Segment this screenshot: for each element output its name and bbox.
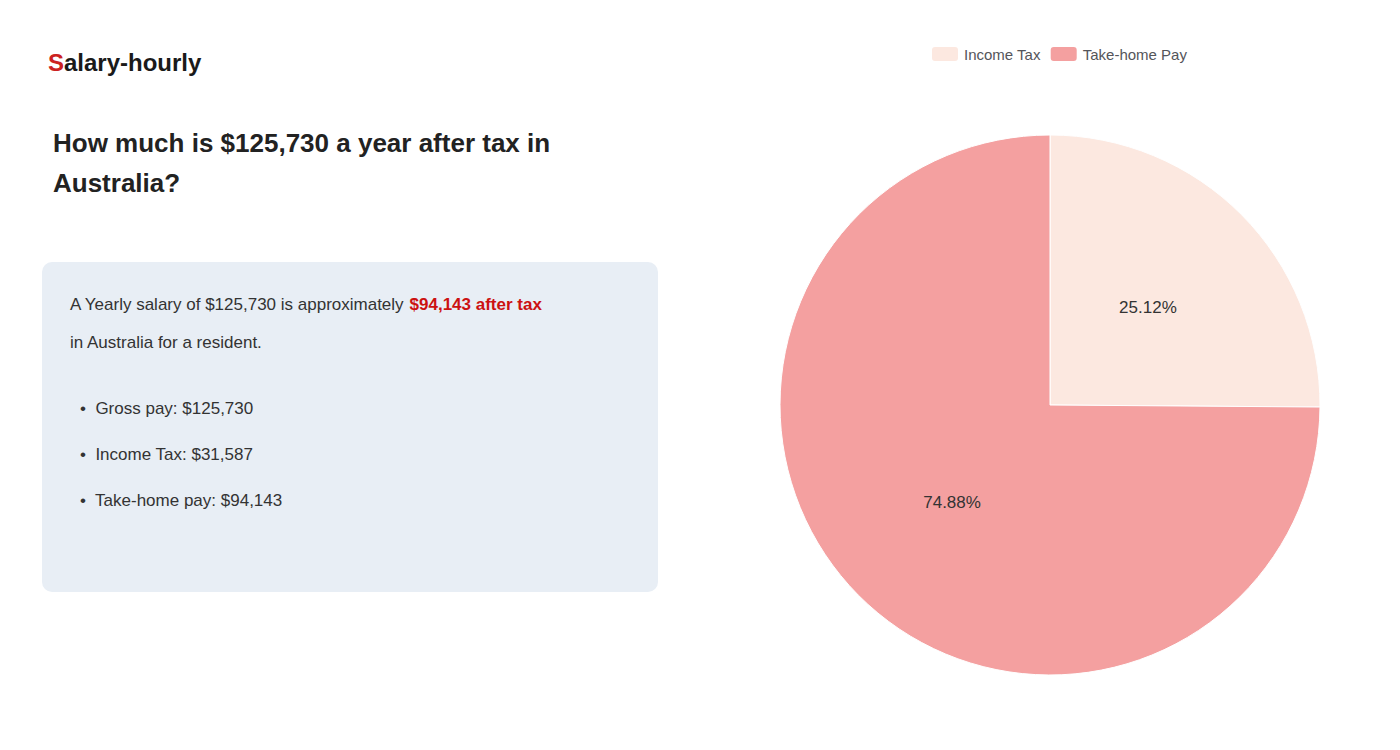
svg-text:Australia?: Australia? xyxy=(53,168,180,198)
svg-text:25.12%: 25.12% xyxy=(1119,298,1177,317)
svg-text:A Yearly salary of $125,730 is: A Yearly salary of $125,730 is approxima… xyxy=(70,295,408,314)
svg-text:Income Tax: Income Tax xyxy=(964,46,1041,63)
svg-text:S: S xyxy=(48,49,64,76)
svg-text:$94,143 after tax: $94,143 after tax xyxy=(410,295,543,314)
svg-text:alary-hourly: alary-hourly xyxy=(64,49,202,76)
svg-text:• Gross pay: $125,730: • Gross pay: $125,730 xyxy=(80,399,253,418)
svg-text:• Take-home pay: $94,143: • Take-home pay: $94,143 xyxy=(80,491,282,510)
svg-text:74.88%: 74.88% xyxy=(923,493,981,512)
svg-text:How much is $125,730 a year af: How much is $125,730 a year after tax in xyxy=(53,128,550,158)
svg-text:Take-home Pay: Take-home Pay xyxy=(1083,46,1188,63)
svg-text:• Income Tax: $31,587: • Income Tax: $31,587 xyxy=(80,445,253,464)
svg-text:in Australia for a resident.: in Australia for a resident. xyxy=(70,333,262,352)
